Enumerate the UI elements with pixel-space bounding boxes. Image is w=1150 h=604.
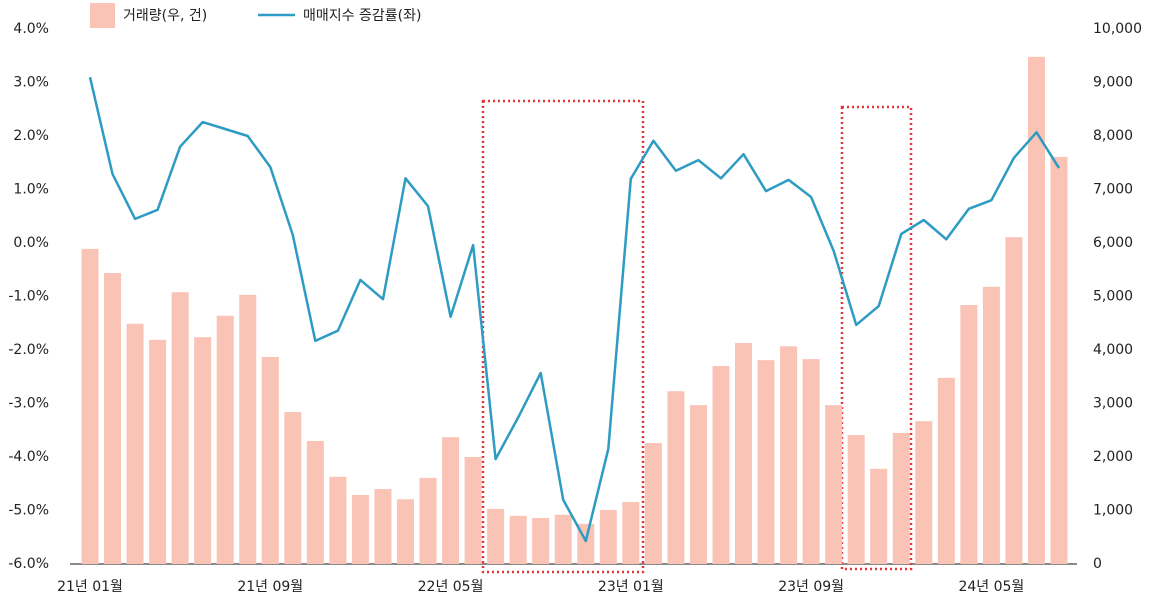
- y-tick-label: 4.0%: [13, 21, 49, 37]
- bar: [464, 457, 482, 564]
- y2-tick-label: 10,000: [1093, 21, 1142, 37]
- bar: [1050, 156, 1068, 565]
- bar: [419, 477, 437, 564]
- bar: [374, 489, 392, 564]
- x-tick-label: 24년 05월: [958, 579, 1024, 595]
- bar: [735, 343, 753, 564]
- y-tick-label: 3.0%: [13, 75, 49, 91]
- legend-label: 매매지수 증감률(좌): [303, 8, 421, 24]
- y2-tick-label: 2,000: [1093, 449, 1133, 465]
- bar: [937, 377, 955, 564]
- bar: [104, 272, 122, 564]
- bar: [1027, 56, 1045, 564]
- bar: [644, 443, 662, 564]
- bar: [171, 292, 189, 564]
- line: [88, 76, 1061, 543]
- y-tick-label: 2.0%: [13, 128, 49, 144]
- bar: [802, 359, 820, 564]
- bar: [329, 476, 347, 564]
- y2-tick-label: 8,000: [1093, 128, 1133, 144]
- bar: [757, 360, 775, 564]
- bar: [509, 515, 527, 564]
- y2-tick-label: 4,000: [1093, 342, 1133, 358]
- bar: [622, 501, 640, 564]
- bar: [599, 509, 617, 564]
- y2-tick-label: 9,000: [1093, 75, 1133, 91]
- bar: [712, 366, 730, 564]
- x-tick-label: 21년 01월: [57, 579, 123, 595]
- bar: [306, 440, 324, 564]
- y2-tick-label: 7,000: [1093, 182, 1133, 198]
- bar: [847, 435, 865, 564]
- bar: [351, 494, 369, 564]
- y-tick-label: 1.0%: [13, 182, 49, 198]
- bar: [689, 405, 707, 564]
- bar: [554, 514, 572, 564]
- y-tick-label: -2.0%: [8, 342, 49, 358]
- bar: [81, 248, 99, 564]
- legend-swatch: [90, 3, 115, 28]
- bar: [487, 508, 505, 564]
- bar: [915, 421, 933, 564]
- bar: [261, 356, 279, 564]
- bar: [825, 405, 843, 564]
- bar: [194, 337, 212, 564]
- y-tick-label: -3.0%: [8, 396, 49, 412]
- y2-tick-label: 0: [1093, 556, 1102, 572]
- bar: [442, 437, 460, 564]
- bar: [870, 468, 888, 564]
- x-tick-label: 23년 01월: [598, 579, 664, 595]
- y2-tick-label: 5,000: [1093, 289, 1133, 305]
- y-tick-label: -1.0%: [8, 289, 49, 305]
- bar: [149, 339, 167, 564]
- bar: [780, 346, 798, 564]
- legend-label: 거래량(우, 건): [123, 8, 207, 24]
- bar: [892, 432, 910, 564]
- y2-tick-label: 3,000: [1093, 396, 1133, 412]
- bar: [960, 305, 978, 564]
- bar: [532, 517, 550, 564]
- bar: [982, 286, 1000, 564]
- y-tick-label: -5.0%: [8, 503, 49, 519]
- x-tick-label: 22년 05월: [418, 579, 484, 595]
- bar: [667, 391, 685, 564]
- bar: [216, 315, 234, 564]
- x-tick-label: 21년 09월: [237, 579, 303, 595]
- y-tick-label: -4.0%: [8, 449, 49, 465]
- highlight-box: [840, 105, 913, 571]
- bar: [396, 499, 414, 564]
- bar: [284, 412, 302, 564]
- bar: [239, 294, 257, 564]
- y2-tick-label: 6,000: [1093, 235, 1133, 251]
- bar: [1005, 237, 1023, 565]
- x-tick-label: 23년 09월: [778, 579, 844, 595]
- y-tick-label: 0.0%: [13, 235, 49, 251]
- y-tick-label: -6.0%: [8, 556, 49, 572]
- bar: [126, 323, 144, 564]
- y2-tick-label: 1,000: [1093, 503, 1133, 519]
